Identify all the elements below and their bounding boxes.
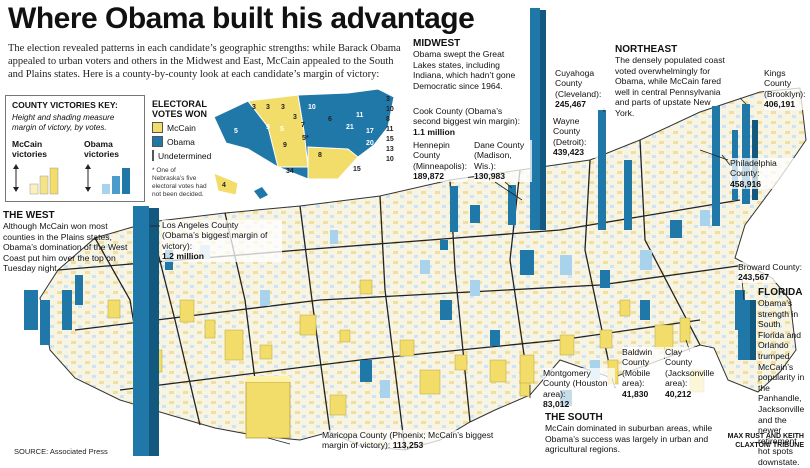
florida-text: Obama’s strength in South Florida and Or… <box>758 298 805 467</box>
maricopa-bar <box>245 381 291 439</box>
label-montgomery: Montgomery County (Houston area): 83,012 <box>543 368 615 410</box>
svg-text:5*: 5* <box>302 135 309 142</box>
svg-text:34: 34 <box>286 168 294 175</box>
wayne-bar <box>598 110 606 230</box>
broward-bar <box>738 300 750 360</box>
byline-credit: MAX RUST AND KEITH CLAXTON/ TRIBUNE <box>727 433 804 449</box>
svg-text:3: 3 <box>266 104 270 111</box>
undetermined-legend-label: Undetermined <box>158 150 212 161</box>
cuyahoga-bar <box>624 160 632 230</box>
leader-lines <box>150 97 747 445</box>
kings-bar <box>742 104 750 204</box>
electoral-legend: ELECTORAL VOTES WON McCain Obama Undeter… <box>152 99 212 199</box>
source-note: SOURCE: Associated Press <box>14 447 108 456</box>
south-text: McCain dominated in suburban areas, whil… <box>545 423 713 455</box>
svg-text:27: 27 <box>348 182 356 189</box>
midwest-blurb: MIDWEST Obama swept the Great Lakes stat… <box>413 38 525 91</box>
svg-text:17: 17 <box>366 128 374 135</box>
label-hennepin: Hennepin County (Minneapolis): 189,872 <box>413 140 468 182</box>
svg-text:4: 4 <box>222 182 226 189</box>
key-description: Height and shading measure margin of vic… <box>12 113 115 132</box>
hennepin-bar <box>450 186 458 232</box>
clay-bar <box>679 317 691 343</box>
svg-text:11: 11 <box>386 126 394 133</box>
svg-text:3: 3 <box>281 104 285 111</box>
west-text: Although McCain won most counties in the… <box>3 221 128 274</box>
svg-text:55: 55 <box>218 140 226 147</box>
label-kings: Kings County (Brooklyn): 406,191 <box>764 68 808 110</box>
label-maricopa: Maricopa County (Phoenix; McCain’s bigge… <box>322 430 512 451</box>
mccain-swatch <box>152 122 163 133</box>
dane-bar <box>508 185 516 225</box>
ev-labels: 3 3 3 10 55 5 9 5 7 6 11 21 17 9 20 8 34… <box>218 96 394 189</box>
florida-blurb: FLORIDA Obama’s strength in South Florid… <box>712 287 808 468</box>
svg-text:10: 10 <box>386 106 394 113</box>
south-title: THE SOUTH <box>545 412 603 423</box>
west-title: THE WEST <box>3 210 55 221</box>
midwest-text: Obama swept the Great Lakes states, incl… <box>413 49 516 91</box>
obama-swatch <box>152 136 163 147</box>
northeast-text: The densely populated coast voted overwh… <box>615 55 725 118</box>
svg-text:15: 15 <box>386 136 394 143</box>
svg-text:5: 5 <box>234 128 238 135</box>
cook-bar <box>530 8 540 230</box>
label-baldwin: Baldwin County (Mobile area): 41,830 <box>622 347 664 400</box>
nebraska-note: * One of Nebraska’s five electoral votes… <box>152 167 207 198</box>
philadelphia-bar <box>712 106 720 226</box>
county-victories-key: COUNTY VICTORIES KEY: Height and shading… <box>5 95 145 202</box>
svg-text:8: 8 <box>318 152 322 159</box>
svg-text:8: 8 <box>386 116 390 123</box>
florida-title: FLORIDA <box>758 287 803 298</box>
electoral-inset-map: 3 3 3 10 55 5 9 5 7 6 11 21 17 9 20 8 34… <box>213 88 395 199</box>
page-title: Where Obama built his advantage <box>8 2 475 35</box>
northeast-title: NORTHEAST <box>615 44 678 55</box>
key-bars-graphic <box>13 164 130 195</box>
svg-text:3: 3 <box>293 114 297 121</box>
los-angeles-bar <box>133 206 149 456</box>
key-mccain-label: McCain victories <box>12 139 47 159</box>
mccain-county-blocks <box>107 279 705 439</box>
svg-text:9: 9 <box>283 142 287 149</box>
mccain-legend-label: McCain <box>167 122 196 133</box>
svg-text:15: 15 <box>353 166 361 173</box>
svg-text:10: 10 <box>386 156 394 163</box>
key-title: COUNTY VICTORIES KEY: <box>12 100 118 110</box>
svg-text:20: 20 <box>366 140 374 147</box>
svg-text:5: 5 <box>280 126 284 133</box>
intro-text: The election revealed patterns in each c… <box>8 43 401 80</box>
svg-text:11: 11 <box>356 112 364 119</box>
label-wayne: Wayne County (Detroit): 439,423 <box>553 116 598 158</box>
electoral-title: ELECTORAL VOTES WON <box>152 99 208 119</box>
svg-text:9: 9 <box>266 124 270 131</box>
south-blurb: THE SOUTH McCain dominated in suburban a… <box>545 412 720 455</box>
northeast-blurb: NORTHEAST The densely populated coast vo… <box>615 44 727 119</box>
svg-text:21: 21 <box>346 124 354 131</box>
svg-text:6: 6 <box>328 116 332 123</box>
label-dane: Dane County (Madison, Wis.): 130,983 <box>474 140 532 182</box>
undetermined-swatch <box>152 150 154 161</box>
svg-text:3: 3 <box>252 104 256 111</box>
svg-text:3: 3 <box>386 96 390 103</box>
label-cook: Cook County (Obama’s second biggest win … <box>413 106 525 138</box>
svg-text:10: 10 <box>308 104 316 111</box>
obama-legend-label: Obama <box>167 136 195 147</box>
label-broward: Broward County: 243,567 <box>738 262 808 283</box>
key-obama-label: Obama victories <box>84 139 119 159</box>
montgomery-bar <box>519 354 535 384</box>
label-philadelphia: Philadelphia County: 458,916 <box>730 158 794 190</box>
label-clay: Clay County (Jacksonville area): 40,212 <box>665 347 715 400</box>
midwest-title: MIDWEST <box>413 38 461 49</box>
west-blurb: THE WEST Although McCain won most counti… <box>3 210 131 274</box>
label-los-angeles: Los Angeles County (Obama’s biggest marg… <box>162 220 282 262</box>
state-borders <box>57 139 746 451</box>
label-cuyahoga: Cuyahoga County (Cleveland): 245,467 <box>555 68 613 110</box>
svg-text:13: 13 <box>386 146 394 153</box>
svg-text:7: 7 <box>301 122 305 129</box>
